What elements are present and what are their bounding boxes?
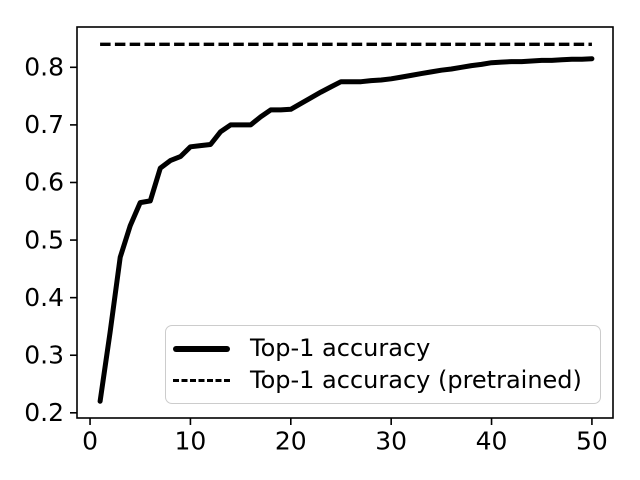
legend-item-top1-accuracy-pretrained: Top-1 accuracy (pretrained) — [173, 366, 588, 395]
y-tick-label: 0.7 — [24, 110, 64, 139]
x-tick-label: 30 — [375, 426, 407, 455]
x-tick-label: 50 — [576, 426, 608, 455]
y-tick-label: 0.2 — [24, 398, 64, 427]
y-tick-label: 0.6 — [24, 168, 64, 197]
y-tick-label: 0.4 — [24, 283, 64, 312]
legend-item-top1-accuracy: Top-1 accuracy — [173, 334, 588, 363]
x-tick-label: 40 — [476, 426, 508, 455]
legend-label-top1-accuracy: Top-1 accuracy — [250, 334, 431, 363]
top1-accuracy-line — [97, 56, 595, 404]
y-tick-label: 0.5 — [24, 225, 64, 254]
plot-frame — [76, 26, 614, 419]
legend: Top-1 accuracy Top-1 accuracy (pretraine… — [165, 325, 601, 404]
y-tick-label: 0.3 — [24, 340, 64, 369]
x-tick-label: 0 — [82, 426, 98, 455]
legend-label-top1-accuracy-pretrained: Top-1 accuracy (pretrained) — [250, 366, 582, 395]
dashed-line-sample-icon — [173, 378, 230, 382]
x-tick-label: 20 — [275, 426, 307, 455]
solid-line-sample-icon — [173, 345, 230, 352]
x-tick-label: 10 — [175, 426, 207, 455]
y-tick-label: 0.8 — [24, 53, 64, 82]
